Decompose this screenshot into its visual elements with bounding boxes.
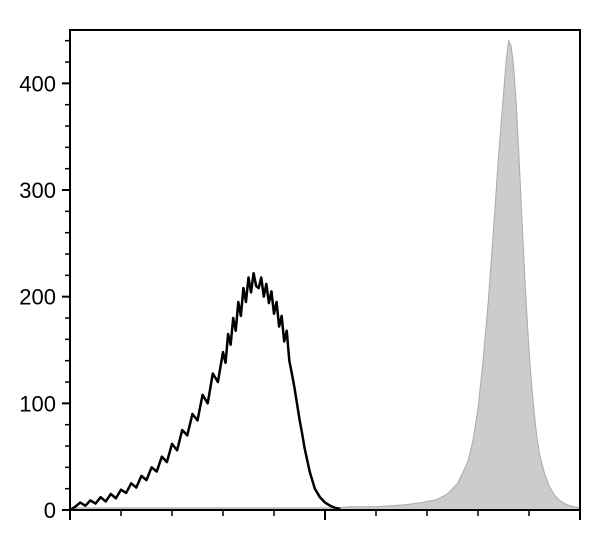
y-tick-label: 200: [19, 285, 56, 310]
chart-container: 0 100 200 300 400: [0, 0, 608, 545]
histogram-chart: 0 100 200 300 400: [0, 0, 608, 545]
y-tick-label: 300: [19, 178, 56, 203]
y-tick-label: 400: [19, 71, 56, 96]
y-tick-label: 100: [19, 391, 56, 416]
y-tick-label: 0: [44, 498, 56, 523]
